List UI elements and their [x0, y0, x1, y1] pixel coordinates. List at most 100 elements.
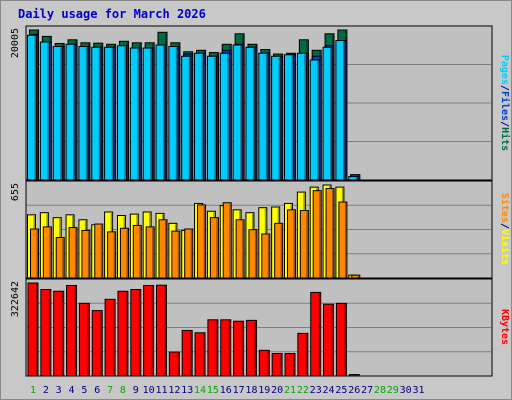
x-tick-day-10: 10: [143, 385, 155, 396]
top-bar-pages-14: [194, 52, 205, 181]
middle-bar-sites-26: [351, 274, 361, 279]
bottom-bar-kbytes-13: [181, 329, 193, 377]
middle-bar-sites-22: [299, 210, 309, 279]
top-bar-pages-7: [104, 46, 115, 181]
middle-max-label: 655: [10, 183, 21, 201]
top-bar-pages-16: [219, 52, 230, 181]
bottom-bar-kbytes-11: [156, 284, 167, 377]
bottom-bar-kbytes-20: [271, 353, 283, 377]
bottom-bar-kbytes-16: [220, 319, 232, 377]
bottom-bar-kbytes-3: [53, 290, 65, 377]
x-tick-day-19: 19: [258, 385, 270, 396]
middle-bar-sites-23: [312, 190, 322, 279]
middle-bar-sites-16: [222, 202, 232, 279]
legend-kbytes: KBytes: [499, 309, 510, 345]
top-bar-pages-25: [335, 40, 346, 181]
x-tick-day-25: 25: [335, 385, 347, 396]
x-tick-day-13: 13: [181, 385, 193, 396]
middle-bar-sites-25: [338, 201, 348, 279]
x-tick-day-22: 22: [297, 385, 309, 396]
middle-bar-sites-7: [107, 231, 117, 279]
bottom-bar-kbytes-25: [335, 302, 347, 377]
middle-bar-sites-11: [158, 219, 168, 279]
legend-hits: Hits: [499, 127, 511, 151]
x-tick-day-7: 7: [107, 385, 113, 396]
bottom-bar-kbytes-15: [207, 319, 219, 377]
x-tick-day-4: 4: [69, 385, 75, 396]
legend-slash: /: [499, 85, 510, 91]
middle-bar-sites-19: [261, 233, 271, 279]
middle-bar-sites-10: [145, 226, 155, 279]
bottom-bar-kbytes-26: [348, 374, 360, 377]
top-bar-pages-5: [78, 46, 89, 181]
top-max-label: 20005: [10, 28, 21, 58]
top-bar-pages-19: [258, 52, 269, 181]
top-bar-pages-6: [91, 46, 102, 181]
legend-slash: /: [499, 223, 510, 229]
middle-bar-sites-21: [287, 209, 296, 279]
top-bar-pages-15: [206, 55, 217, 181]
x-tick-day-6: 6: [94, 385, 100, 396]
bottom-bar-kbytes-12: [168, 351, 180, 377]
legend-visits: Visits: [499, 229, 511, 265]
top-bar-pages-23: [309, 59, 320, 181]
x-tick-day-28: 28: [374, 385, 386, 396]
x-tick-day-20: 20: [271, 385, 283, 396]
bottom-bar-kbytes-6: [91, 310, 103, 377]
x-tick-day-27: 27: [361, 385, 373, 396]
legend-slash: /: [499, 121, 510, 127]
top-bar-pages-9: [129, 47, 140, 181]
middle-bar-sites-17: [235, 219, 245, 279]
top-bar-pages-3: [52, 46, 63, 181]
bottom-bar-kbytes-18: [245, 319, 257, 377]
x-tick-day-2: 2: [43, 385, 49, 396]
x-tick-day-17: 17: [233, 385, 245, 396]
x-tick-day-5: 5: [81, 385, 87, 396]
middle-bar-sites-12: [171, 230, 181, 279]
bottom-bar-kbytes-7: [104, 298, 116, 377]
bottom-bar-kbytes-24: [323, 303, 335, 377]
middle-bar-sites-13: [184, 228, 194, 279]
x-tick-day-29: 29: [387, 385, 399, 396]
middle-bar-sites-5: [81, 229, 91, 279]
top-legend: Pages/Files/Hits: [499, 55, 511, 151]
top-bar-pages-20: [271, 55, 282, 181]
x-tick-day-31: 31: [412, 385, 424, 396]
top-bar-pages-10: [142, 47, 153, 181]
x-tick-day-26: 26: [348, 385, 360, 396]
legend-files: Files: [499, 91, 511, 121]
x-tick-day-8: 8: [120, 385, 126, 396]
middle-bar-sites-3: [55, 237, 65, 279]
x-tick-day-18: 18: [245, 385, 257, 396]
x-tick-day-14: 14: [194, 385, 206, 396]
x-tick-day-9: 9: [133, 385, 139, 396]
bottom-bar-kbytes-10: [143, 284, 155, 377]
bottom-bar-kbytes-21: [284, 353, 296, 377]
x-tick-day-3: 3: [56, 385, 62, 396]
x-tick-day-1: 1: [30, 385, 36, 396]
bottom-bar-kbytes-8: [117, 290, 129, 377]
top-bar-pages-11: [155, 44, 166, 181]
bottom-bar-kbytes-23: [310, 291, 322, 377]
middle-bar-sites-20: [274, 222, 284, 279]
middle-bar-sites-1: [30, 228, 39, 279]
middle-bar-sites-14: [197, 204, 207, 279]
bottom-bar-kbytes-22: [297, 332, 309, 377]
bottom-bar-kbytes-1: [27, 282, 39, 377]
middle-bar-sites-2: [42, 226, 52, 279]
top-bar-pages-22: [296, 52, 307, 181]
top-bar-pages-1: [27, 34, 37, 181]
top-bar-pages-26: [348, 176, 359, 181]
top-bar-pages-17: [232, 44, 243, 181]
middle-bar-sites-9: [132, 224, 142, 279]
top-bar-pages-2: [39, 41, 50, 181]
bottom-bar-kbytes-9: [130, 289, 142, 377]
middle-bar-sites-6: [94, 223, 104, 279]
top-bar-pages-18: [245, 46, 256, 181]
middle-bar-sites-18: [248, 229, 258, 279]
bottom-legend: KBytes: [499, 309, 510, 345]
middle-bar-sites-8: [119, 227, 129, 279]
bottom-bar-kbytes-4: [66, 284, 78, 377]
top-bar-pages-12: [168, 46, 179, 181]
top-bar-pages-21: [284, 54, 294, 181]
